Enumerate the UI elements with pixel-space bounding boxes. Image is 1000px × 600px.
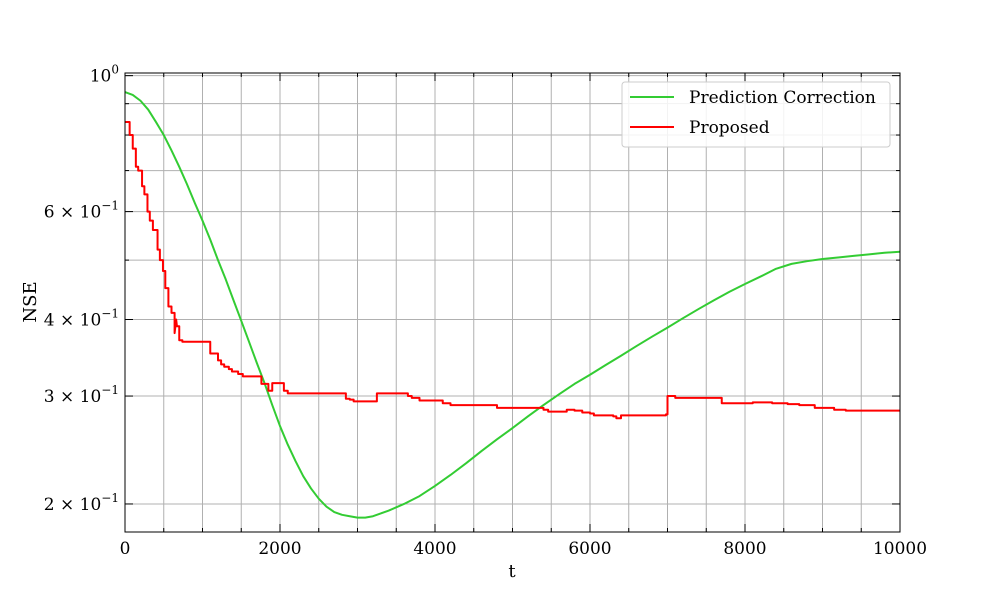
y-tick-label: 100 (90, 63, 119, 87)
y-tick-label: 4 × 10−1 (44, 306, 119, 330)
legend-label-proposed: Proposed (689, 118, 770, 138)
x-tick-label: 10000 (873, 539, 927, 559)
legend-box (621, 81, 891, 148)
x-tick-label: 2000 (258, 539, 301, 559)
x-tick-label: 8000 (723, 539, 766, 559)
x-axis-label: t (508, 561, 516, 582)
y-tick-label: 2 × 10−1 (44, 491, 119, 515)
series-lines (124, 91, 901, 519)
x-tick-label: 0 (120, 539, 131, 559)
legend-label-prediction-correction: Prediction Correction (689, 88, 876, 108)
y-tick-label: 3 × 10−1 (44, 383, 119, 407)
y-tick-label: 6 × 10−1 (44, 199, 119, 223)
x-tick-label: 4000 (413, 539, 456, 559)
legend: Prediction Correction Proposed (621, 81, 891, 148)
y-axis-label: NSE (20, 281, 41, 322)
axis-ticks (124, 73, 901, 532)
series-line-proposed (125, 121, 900, 420)
tick-labels: 0 2000 4000 6000 8000 10000 100 6 × 10−1 4 × 10−… (44, 63, 927, 559)
x-tick-label: 6000 (568, 539, 611, 559)
series-line-prediction-correction (124, 91, 901, 519)
